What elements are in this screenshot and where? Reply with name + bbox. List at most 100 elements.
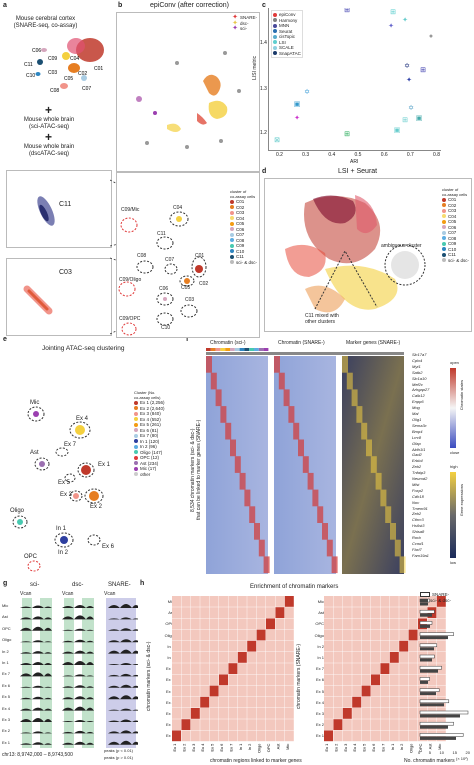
f-gene-label: Mlst bbox=[412, 481, 420, 487]
h-cell bbox=[284, 596, 294, 607]
cluster-label-c05: C05 bbox=[64, 76, 73, 82]
h-cell bbox=[284, 618, 294, 630]
f-gene-label: Cthrc3 bbox=[412, 517, 424, 523]
h-cell bbox=[209, 708, 219, 719]
e-label-ex4: Ex 4 bbox=[76, 416, 89, 422]
panel-a-top-line1: Mouse cerebral cortex bbox=[15, 16, 76, 22]
h-bar-scidsc bbox=[420, 647, 434, 651]
cluster-legend-items: C01 C02 C03 C04 C05 C06 C07 C08 C09 C10 C11 sci- & … bbox=[229, 199, 257, 266]
h-cell bbox=[237, 618, 247, 630]
cluster-label-c01: C01 bbox=[94, 66, 103, 72]
c-ytick-1: 1.4 bbox=[260, 40, 267, 46]
h-cell bbox=[266, 618, 275, 630]
legend-swatch bbox=[229, 249, 234, 254]
f-strip-cell bbox=[230, 348, 235, 351]
g-peak-track bbox=[108, 730, 138, 734]
c11-mixed-line2: other clusters bbox=[305, 319, 336, 325]
g-peak-track bbox=[108, 628, 138, 631]
e-legend-item: Mic (17) bbox=[134, 466, 165, 472]
h-cell bbox=[436, 652, 446, 663]
legend-cistopic: cisTopic bbox=[273, 34, 301, 40]
h-cell bbox=[200, 730, 210, 742]
h-row-label: Ast bbox=[318, 610, 324, 616]
h-cell bbox=[361, 652, 371, 663]
legend-label: OPC (12) bbox=[140, 455, 160, 460]
f-strip-cell bbox=[254, 348, 259, 351]
panel-b-title: epiConv (after correction) bbox=[150, 2, 229, 9]
d-legend-item: C11 bbox=[441, 252, 469, 258]
d-legend-item: sci- & dsc- bbox=[441, 258, 469, 264]
f-diag-block bbox=[244, 489, 251, 507]
g-peak-track bbox=[108, 684, 138, 688]
h-cell bbox=[408, 685, 418, 697]
e-legend-item: Ast (234) bbox=[134, 461, 165, 467]
panel-f-heatmaps bbox=[206, 348, 406, 574]
h-bar-scidsc bbox=[420, 658, 432, 662]
h-cell bbox=[324, 596, 333, 607]
h-cell bbox=[371, 674, 380, 686]
e-legend-title-2: co-assay cells) bbox=[134, 395, 161, 400]
g-peak-track bbox=[62, 605, 94, 608]
legend-swatch bbox=[229, 227, 234, 232]
h-cell bbox=[324, 663, 333, 674]
h-cell bbox=[342, 596, 352, 607]
cluster-label-c08: C08 bbox=[50, 88, 59, 94]
h-cell bbox=[399, 719, 409, 730]
label-c09-opc: C09/OPC bbox=[119, 316, 141, 322]
h-cell bbox=[389, 674, 399, 686]
f-gene-label: Sema3c bbox=[412, 422, 427, 428]
h-cell bbox=[190, 618, 200, 630]
label-c09-oligo: C09/Oligo bbox=[119, 277, 142, 283]
h-cell bbox=[380, 596, 390, 607]
panel-a-mid-line1: Mouse whole brain bbox=[23, 117, 75, 123]
h-cell bbox=[436, 618, 446, 630]
c03-cluster-cloud bbox=[23, 285, 53, 315]
h-cell bbox=[284, 719, 294, 730]
f-gene-label: Fam19a1 bbox=[412, 552, 429, 558]
h-cell bbox=[256, 640, 266, 652]
h-cell bbox=[266, 696, 275, 708]
h-cell bbox=[333, 652, 343, 663]
h-cell bbox=[371, 719, 380, 730]
legend-label: C04 bbox=[447, 213, 457, 219]
cluster-label-c04: C04 bbox=[70, 56, 79, 62]
e-label-ex1: Ex 1 bbox=[98, 462, 111, 468]
f-gene-list: Slc17a7 Cplx4 Myt1 Satb2 Slc1a10 Mef2c Arhgap2… bbox=[412, 352, 470, 559]
label-c03: C03 bbox=[185, 297, 195, 303]
g-peak-track bbox=[108, 740, 138, 745]
f-gene-label: Tnfaip3 bbox=[412, 470, 426, 476]
h-cell bbox=[266, 663, 275, 674]
b-legend-item: sci- & dsc- bbox=[229, 260, 257, 266]
h-cell bbox=[200, 708, 210, 719]
legend-label: C02 bbox=[447, 202, 457, 208]
e-legend-item: Ex 5 (261) bbox=[134, 422, 165, 428]
g-peak-track bbox=[108, 617, 138, 620]
label-c10: C10 bbox=[161, 325, 171, 331]
h-cell bbox=[371, 652, 380, 663]
b-legend-item: C03 bbox=[229, 210, 257, 216]
f-strip-cell bbox=[263, 348, 269, 351]
b-legend-item: C10 bbox=[229, 249, 257, 255]
h-cell bbox=[247, 618, 257, 630]
e-legend-item: Ex 3 (840) bbox=[134, 411, 165, 417]
zoom-box-c11: C11 bbox=[6, 170, 112, 248]
h-row-label: Ex 5 bbox=[165, 688, 174, 694]
pt-3: ✡ bbox=[304, 88, 310, 96]
h-cell bbox=[352, 674, 362, 686]
legend-label: Mic (17) bbox=[140, 466, 157, 471]
g-peak-track bbox=[20, 651, 52, 654]
h-cell bbox=[342, 629, 352, 641]
h-cell bbox=[342, 640, 352, 652]
legend-swatch bbox=[441, 214, 446, 219]
g-peak-track bbox=[108, 604, 138, 608]
legend-swatch bbox=[441, 236, 446, 241]
legend-swatch bbox=[134, 422, 138, 427]
h-cell bbox=[266, 719, 275, 730]
c-ytick-3: 1.2 bbox=[260, 130, 267, 136]
h-cell bbox=[266, 629, 275, 641]
h-cell bbox=[247, 730, 257, 742]
h-cell bbox=[219, 663, 228, 674]
h-cell bbox=[352, 618, 362, 630]
h-cell bbox=[209, 685, 219, 697]
h-cell bbox=[219, 596, 228, 607]
